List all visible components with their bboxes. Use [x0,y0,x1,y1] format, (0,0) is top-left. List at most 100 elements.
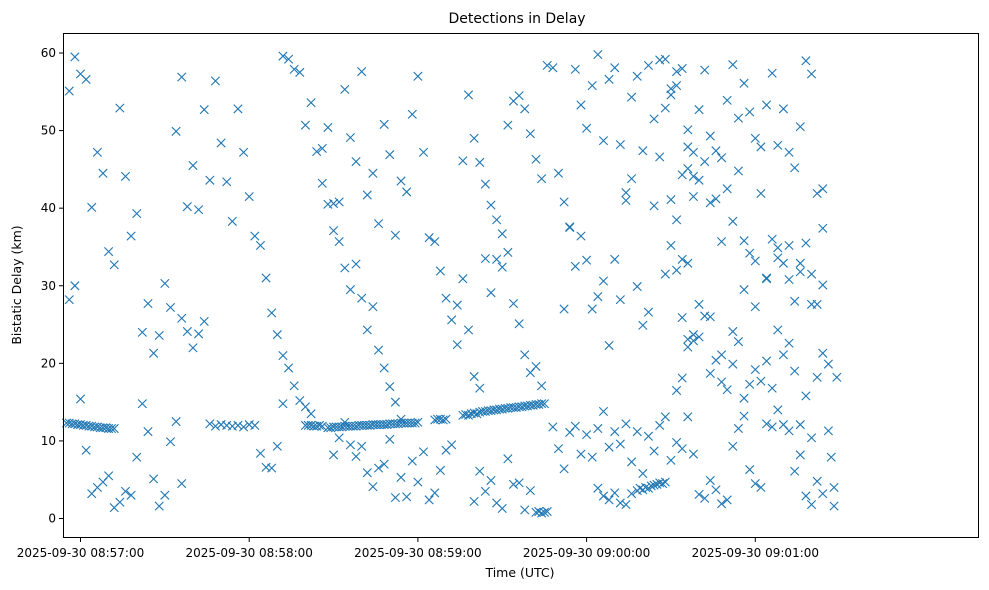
data-point [373,345,384,355]
data-point [671,385,682,396]
data-point [621,188,631,198]
data-point [756,482,766,493]
data-point [621,499,631,510]
data-point [582,123,592,133]
data-point [641,482,651,493]
data-point [660,477,670,487]
data-point [767,383,777,393]
data-point [413,71,423,81]
data-point [784,338,794,348]
data-point [379,459,389,469]
data-point [553,444,564,454]
data-point [615,439,625,449]
data-point [154,330,164,340]
data-point [143,299,153,309]
data-point [109,423,119,434]
data-point [70,281,80,291]
y-tick-label: 40 [41,201,56,215]
data-point [508,299,519,309]
data-point [604,74,614,84]
data-point [812,372,822,382]
data-point [317,143,327,154]
data-point [194,329,204,339]
data-point [666,195,676,205]
data-point [638,468,648,479]
data-point [390,397,400,407]
data-point [688,336,699,346]
y-tick-label: 60 [41,46,56,60]
data-point [722,495,732,505]
data-point [323,122,333,133]
data-point [475,383,485,393]
data-point [818,184,828,194]
data-point [683,334,693,344]
data-point [728,441,738,451]
data-point [390,492,400,503]
data-point [424,495,434,505]
data-point [300,120,311,130]
data-point [812,188,822,199]
data-point [705,198,715,208]
data-point [514,91,524,101]
data-point [832,372,842,382]
data-point [424,233,434,243]
data-point [626,92,637,102]
data-point [368,168,378,178]
data-point [165,302,176,313]
data-point [104,471,114,481]
data-point [553,168,564,178]
data-point [295,67,305,77]
data-point [452,340,462,350]
data-point [205,175,215,185]
data-point [790,163,800,173]
data-point [497,229,507,239]
data-point [480,254,490,264]
data-point [469,496,479,507]
data-point [328,198,339,209]
data-point [655,420,665,430]
data-point [278,350,288,361]
data-point [233,104,243,114]
x-tick-label: 2025-09-30 08:57:00 [17,546,144,560]
data-point [716,350,727,360]
data-point [289,64,299,74]
data-point [441,293,451,303]
data-point [677,373,687,383]
data-point [210,421,221,431]
data-point [761,273,772,283]
data-point [278,51,288,61]
data-point [688,191,699,202]
data-point [441,414,451,424]
data-point [705,368,715,379]
data-point [261,273,271,283]
data-point [385,434,395,444]
data-point [542,506,552,517]
data-point [413,477,423,487]
data-point [649,446,659,456]
data-point [559,464,569,474]
data-point [610,63,620,73]
data-point [657,478,668,489]
x-tick-label: 2025-09-30 09:01:00 [692,546,819,560]
data-point [463,325,474,335]
data-point [227,216,237,226]
data-point [104,247,114,257]
data-point [756,376,766,386]
data-point [149,474,159,484]
data-point [233,420,243,430]
data-point [655,152,665,162]
data-point [267,463,277,473]
data-point [587,304,597,314]
data-point [632,427,642,437]
data-point [604,495,614,505]
data-point [171,126,181,136]
data-point [683,164,693,174]
data-point [750,256,760,266]
data-point [604,340,614,351]
data-point [216,138,226,148]
data-point [537,381,547,391]
data-point [250,231,260,241]
data-point [778,258,789,268]
data-point [795,258,805,268]
x-tick-label: 2025-09-30 08:59:00 [354,546,481,560]
